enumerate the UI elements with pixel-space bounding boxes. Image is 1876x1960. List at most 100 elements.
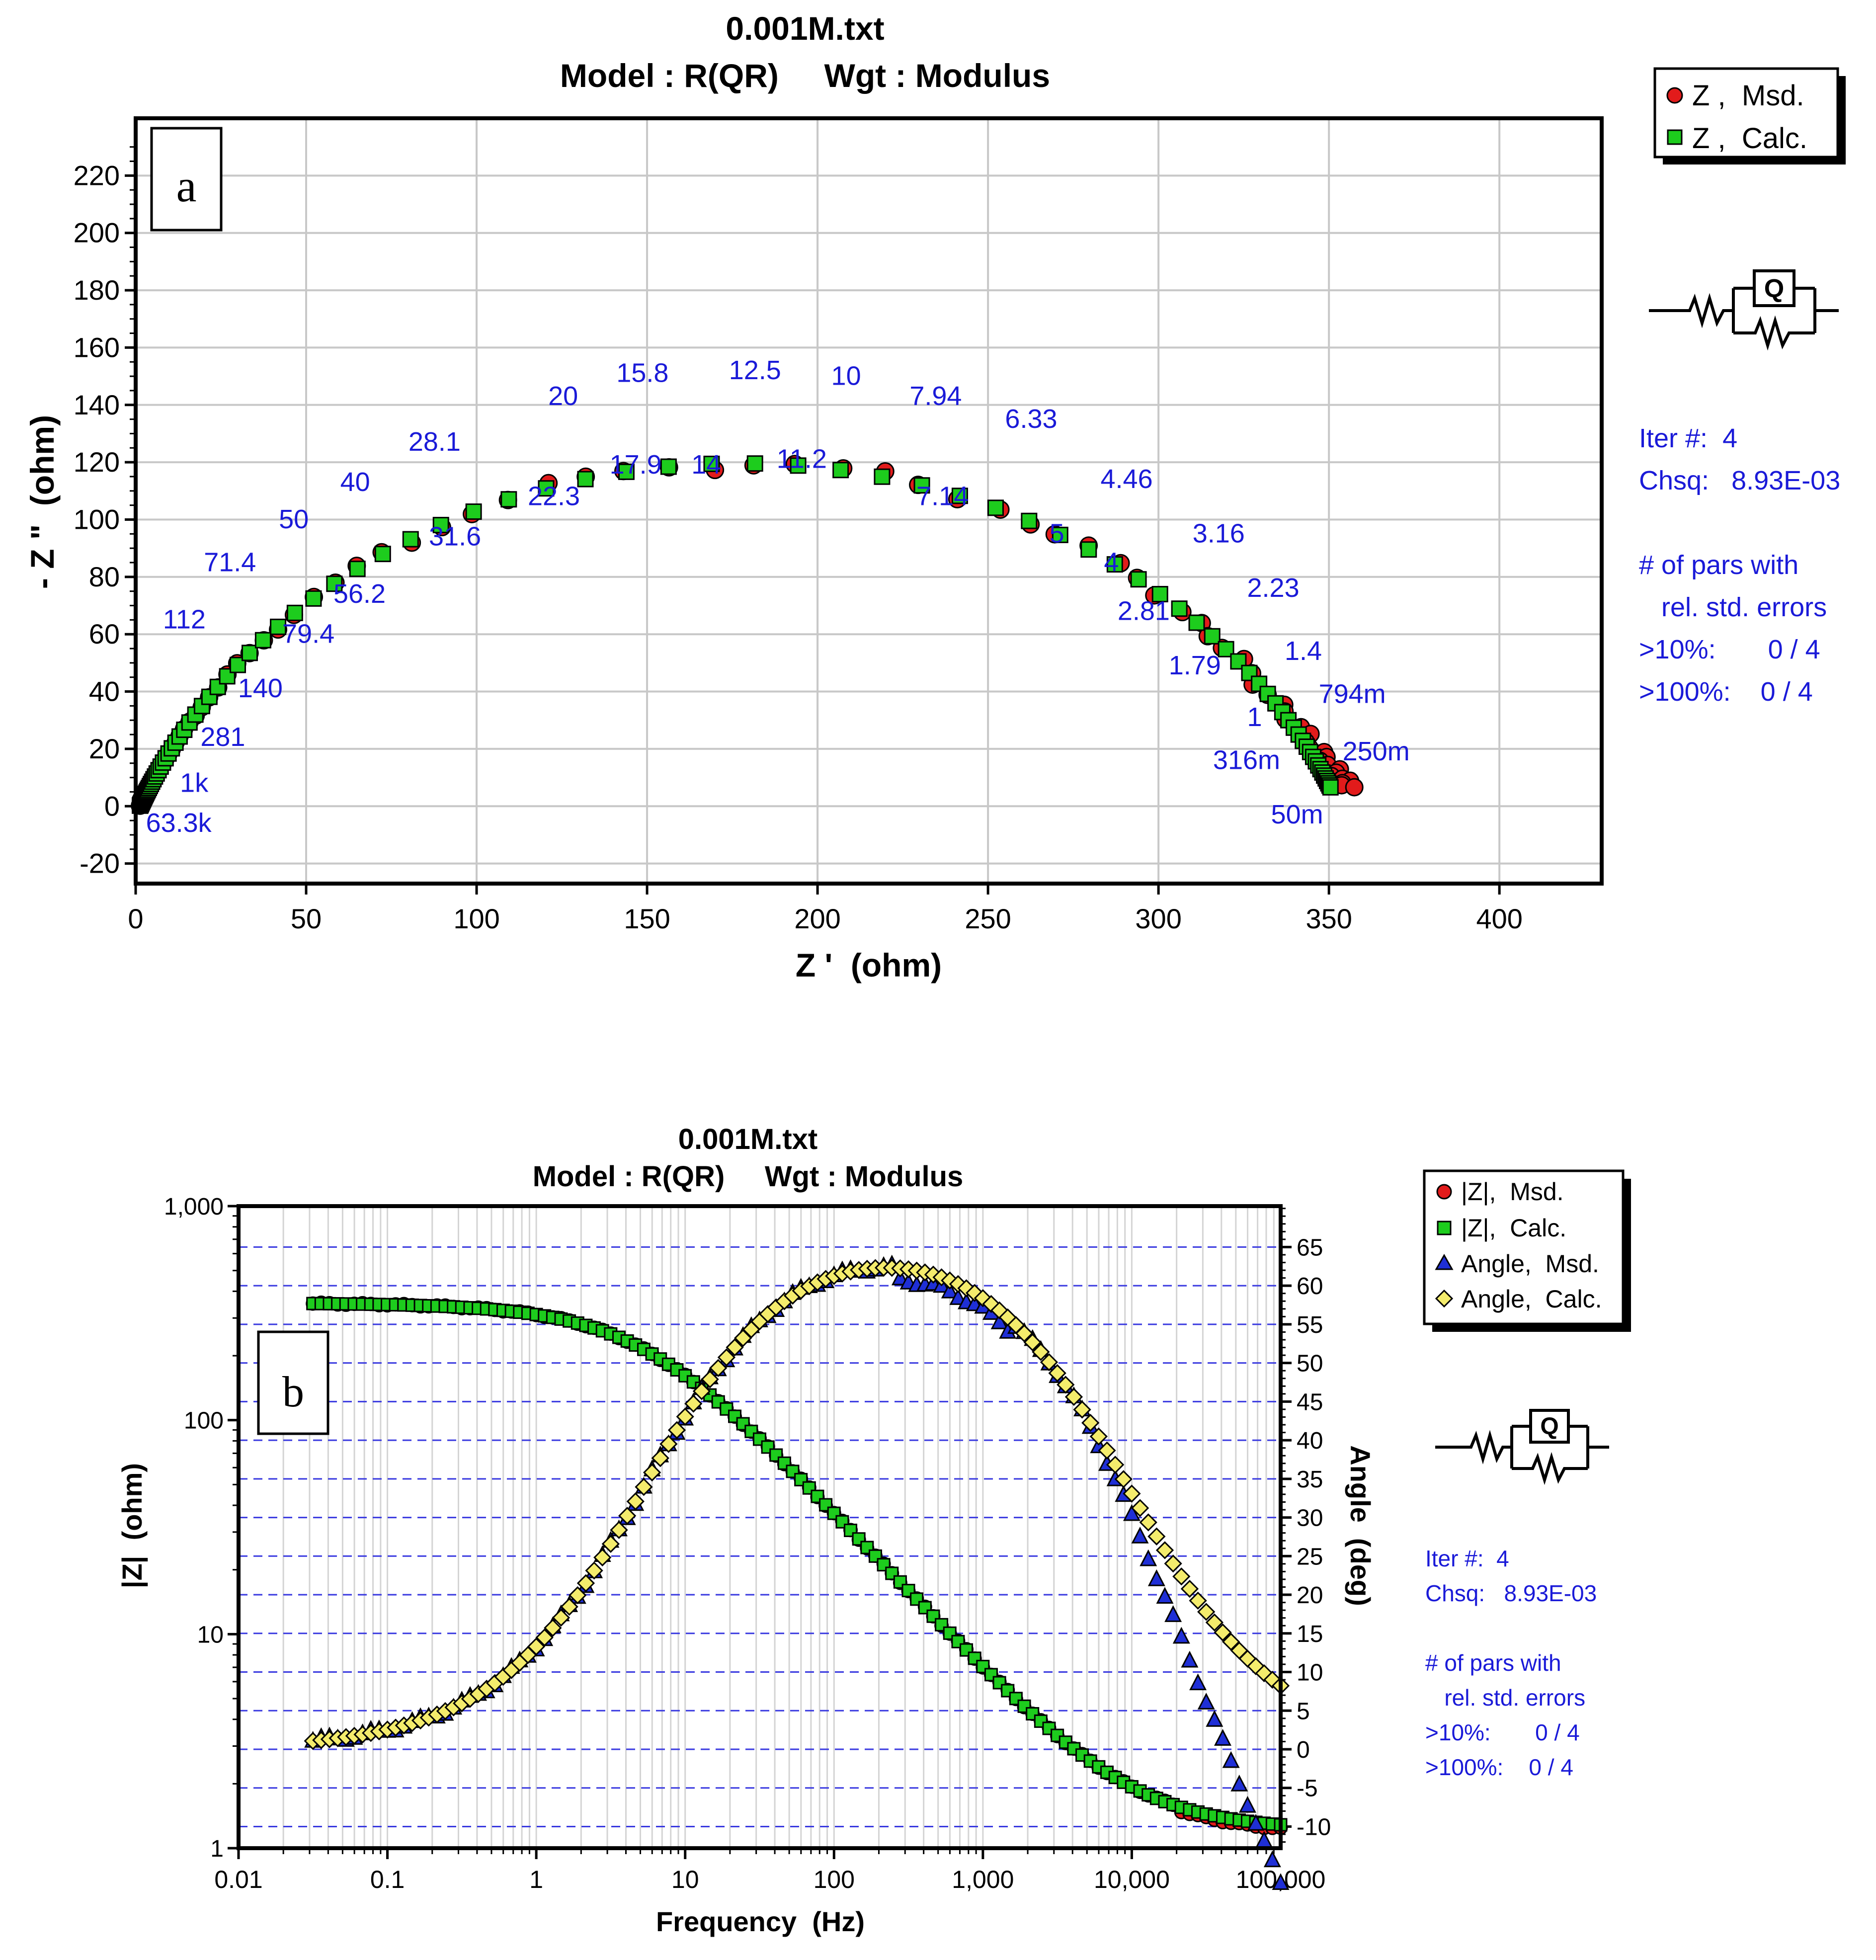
legend-calc-label: Z , Calc.: [1692, 122, 1807, 155]
parallel-resistor-symbol: [1512, 1452, 1588, 1485]
angle-measured-point: [1131, 1527, 1149, 1544]
bode-panel: 0.001M.txt Model : R(QR) Wgt : Modulus 0…: [116, 1123, 1631, 1937]
angle-calculated-point: [527, 1637, 546, 1656]
right-tick-label: 25: [1297, 1544, 1323, 1570]
bode-title: 0.001M.txt: [678, 1123, 817, 1155]
angle-calculated-point: [626, 1492, 645, 1511]
nyquist-legend: Z , Msd. Z , Calc.: [1653, 67, 1846, 164]
x-tick-label: 100: [453, 903, 499, 934]
calculated-point: [270, 618, 287, 635]
frequency-annotation: 12.5: [729, 355, 781, 385]
angle-measured-point: [1272, 1873, 1290, 1890]
angle-calculated-point: [1205, 1613, 1223, 1632]
angle-calculated-point: [667, 1421, 686, 1439]
calculated-point: [326, 575, 343, 592]
legend-angle-msd-marker: [1435, 1253, 1454, 1270]
zmod-calculated-point: [1001, 1684, 1015, 1698]
angle-measured-point: [1247, 1813, 1265, 1831]
frequency-annotation: 6.33: [1005, 404, 1057, 434]
angle-calculated-point: [593, 1548, 612, 1567]
panel-a-letter: a: [176, 161, 197, 211]
angle-measured-point: [941, 1281, 959, 1299]
angle-calculated-point: [585, 1561, 603, 1580]
frequency-annotation: 40: [340, 467, 370, 497]
fit-iter: Iter #: 4: [1425, 1546, 1509, 1571]
x-tick-label: 0: [128, 903, 143, 934]
cpe-label: Q: [1764, 274, 1784, 303]
legend-angle-calc-marker: [1435, 1289, 1454, 1308]
y-tick-label: 40: [89, 676, 120, 707]
zmod-calculated-point: [960, 1643, 974, 1657]
angle-calculated-point: [1114, 1470, 1133, 1488]
angle-measured-point: [1222, 1751, 1240, 1768]
calculated-point: [1171, 600, 1188, 617]
legend-angle-msd-label: Angle, Msd.: [1461, 1250, 1599, 1278]
legend-zmod-calc-label: |Z|, Calc.: [1461, 1214, 1566, 1242]
frequency-annotation: 140: [238, 673, 283, 703]
right-tick-label: 30: [1297, 1505, 1323, 1532]
fit-iter: Iter #: 4: [1639, 423, 1737, 453]
calculated-point: [577, 471, 594, 488]
frequency-annotation: 1.4: [1285, 636, 1322, 666]
y-tick-label: 0: [104, 790, 120, 821]
legend-zmod-msd-label: |Z|, Msd.: [1461, 1178, 1564, 1206]
angle-calculated-point: [692, 1382, 711, 1400]
right-tick-label: 35: [1297, 1467, 1323, 1493]
angle-calculated-point: [1057, 1376, 1075, 1394]
calculated-point: [1230, 653, 1247, 670]
frequency-annotation: 20: [548, 381, 578, 411]
frequency-annotation: 10: [831, 361, 861, 391]
angle-measured-point: [1147, 1569, 1165, 1586]
fit-chsq: Chsq: 8.93E-03: [1639, 466, 1840, 495]
x-tick-label: 1,000: [952, 1866, 1014, 1893]
angle-calculated-point: [1131, 1499, 1149, 1517]
frequency-annotation: 28.1: [408, 427, 461, 457]
frequency-annotation: 316m: [1213, 745, 1280, 775]
calculated-point: [374, 546, 391, 563]
angle-measured-point: [1255, 1831, 1273, 1848]
angle-calculated-point: [1189, 1591, 1207, 1610]
frequency-annotation: 63.3k: [146, 808, 212, 838]
calculated-point: [660, 458, 677, 475]
angle-calculated-point: [1222, 1633, 1240, 1651]
angle-calculated-point: [676, 1407, 694, 1426]
angle-measured-point: [949, 1288, 967, 1305]
angle-calculated-point: [1048, 1364, 1066, 1383]
angle-calculated-point: [1064, 1388, 1083, 1406]
angle-calculated-point: [1073, 1400, 1091, 1419]
fit-over-100: >100%: 0 / 4: [1639, 677, 1813, 707]
frequency-annotation: 1.79: [1169, 651, 1221, 680]
x-tick-label: 400: [1476, 903, 1522, 934]
calculated-point: [1080, 541, 1097, 558]
y-tick-label: 80: [89, 561, 120, 592]
calculated-point: [618, 463, 635, 480]
angle-measured-point: [1189, 1673, 1207, 1691]
fit-info: Iter #: 4 Chsq: 8.93E-03 # of pars with …: [1639, 423, 1840, 707]
angle-calculated-point: [535, 1629, 554, 1647]
frequency-annotation: 1: [1247, 702, 1262, 732]
angle-measured-point: [1164, 1605, 1182, 1622]
x-tick-label: 0.01: [214, 1866, 262, 1893]
angle-calculated-point: [1197, 1603, 1216, 1621]
right-tick-label: -5: [1297, 1776, 1318, 1802]
x-tick-label: 50: [291, 903, 322, 934]
bode-legend: |Z|, Msd. |Z|, Calc. Angle, Msd. Angle, …: [1423, 1169, 1631, 1332]
zmod-calculated-point: [769, 1448, 783, 1462]
legend-zmod-msd-marker: [1436, 1184, 1452, 1200]
bode-points: [304, 1254, 1290, 1890]
frequency-annotation: 1k: [180, 768, 209, 798]
legend-calc-marker: [1667, 129, 1683, 145]
x-tick-label: 0.1: [370, 1866, 405, 1893]
calculated-point: [832, 462, 849, 479]
y-tick-label: 220: [74, 160, 120, 191]
frequency-annotation: 250m: [1343, 736, 1410, 766]
x-tick-label: 10: [671, 1866, 699, 1893]
fit-pars-header: # of pars with: [1425, 1650, 1561, 1676]
calculated-point: [703, 455, 720, 472]
angle-calculated-point: [684, 1394, 703, 1413]
fit-over-10: >10%: 0 / 4: [1639, 635, 1820, 664]
frequency-annotation: 4.46: [1101, 464, 1153, 494]
frequency-annotation: 71.4: [204, 547, 256, 577]
right-tick-label: 65: [1297, 1234, 1323, 1261]
bode-subtitle: Model : R(QR) Wgt : Modulus: [533, 1160, 964, 1193]
